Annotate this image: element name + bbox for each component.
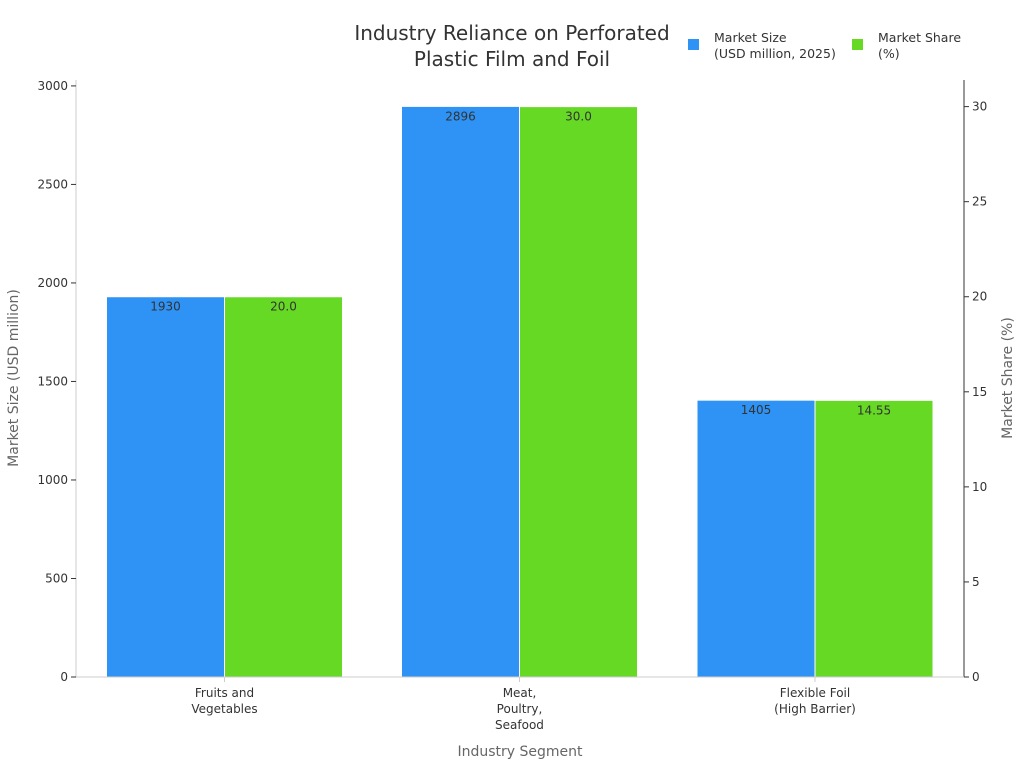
- legend-label-market-share-line-2: (%): [878, 46, 900, 61]
- y-right-tick-label-0: 0: [972, 670, 980, 684]
- x-axis-title: Industry Segment: [457, 744, 583, 760]
- bar-market-share-0: [224, 296, 343, 678]
- y-right-tick-label-6: 30: [972, 100, 987, 114]
- y-left-tick-label-6: 3000: [37, 79, 68, 93]
- x-tick-label-1-line-1: Poultry,: [497, 702, 543, 716]
- y-axis-right-title: Market Share (%): [1000, 317, 1016, 439]
- y-left-tick-label-1: 500: [45, 571, 68, 585]
- x-tick-label-1-line-2: Seafood: [495, 718, 544, 732]
- x-tick-label-0-line-1: Vegetables: [191, 702, 257, 716]
- bars-group: 1930 20.0 2896 30.0 1405 14.55: [106, 105, 934, 678]
- y-left-tick-label-4: 2000: [37, 276, 68, 290]
- y-right-tick-label-2: 10: [972, 480, 987, 494]
- bar-market-size-2: [696, 399, 816, 678]
- chart-title-line-2: Plastic Film and Foil: [414, 47, 610, 71]
- data-label-market-size-1: 2896: [445, 109, 476, 123]
- legend-swatch-market-share: [852, 39, 863, 50]
- legend-label-market-share-line-1: Market Share: [878, 30, 961, 45]
- axes-group: Fruits and Vegetables Meat, Poultry, Seafood…: [37, 79, 987, 732]
- data-label-market-share-0: 20.0: [270, 300, 297, 314]
- data-label-market-share-1: 30.0: [565, 110, 592, 124]
- bar-market-size-0: [106, 296, 225, 678]
- legend-label-market-size-line-1: Market Size: [714, 30, 787, 45]
- y-left-tick-label-3: 1500: [37, 374, 68, 388]
- legend: Market Size (USD million, 2025) Market S…: [688, 30, 961, 61]
- y-right-tick-label-3: 15: [972, 385, 987, 399]
- chart-title: Industry Reliance on Perforated Plastic …: [354, 21, 669, 71]
- bar-market-share-2: [814, 399, 934, 678]
- bar-market-size-1: [401, 105, 520, 678]
- data-label-market-size-2: 1405: [741, 403, 772, 417]
- data-label-market-share-2: 14.55: [857, 403, 891, 417]
- legend-label-market-size-line-2: (USD million, 2025): [714, 46, 836, 61]
- y-right-tick-label-1: 5: [972, 575, 980, 589]
- x-tick-label-2-line-1: (High Barrier): [774, 702, 856, 716]
- x-tick-label-0-line-0: Fruits and: [195, 686, 254, 700]
- y-left-tick-label-0: 0: [60, 670, 68, 684]
- bar-market-share-1: [519, 106, 638, 678]
- legend-swatch-market-size: [688, 39, 699, 50]
- x-tick-label-1-line-0: Meat,: [503, 686, 537, 700]
- data-label-market-size-0: 1930: [150, 300, 181, 314]
- chart-title-line-1: Industry Reliance on Perforated: [354, 21, 669, 45]
- x-tick-label-2-line-0: Flexible Foil: [780, 686, 850, 700]
- y-left-tick-label-5: 2500: [37, 177, 68, 191]
- y-left-tick-label-2: 1000: [37, 473, 68, 487]
- y-axis-left-title: Market Size (USD million): [6, 289, 22, 467]
- y-right-tick-label-4: 20: [972, 290, 987, 304]
- y-right-tick-label-5: 25: [972, 195, 987, 209]
